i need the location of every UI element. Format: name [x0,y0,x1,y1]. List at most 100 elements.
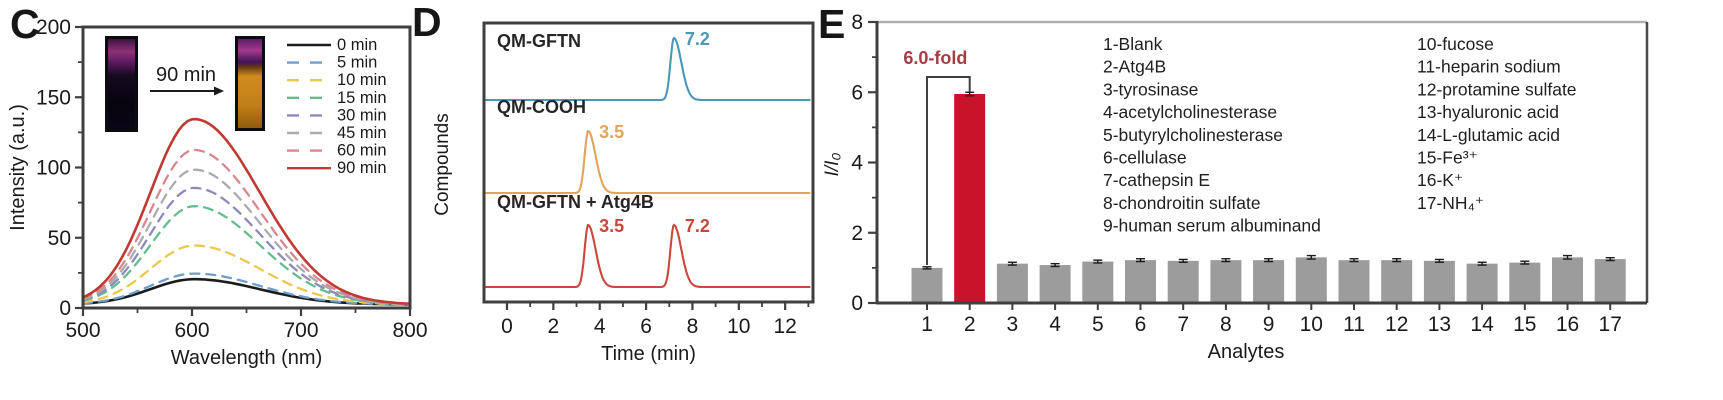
y-axis-label: Intensity (a.u.) [7,104,29,231]
x-tick-label: 11 [1343,313,1365,336]
series-15-min [81,205,412,306]
x-tick-label: 10 [1300,313,1323,336]
bar-9 [1253,260,1285,303]
cuvette-before [108,39,135,129]
x-tick-label: 7 [1177,313,1189,336]
x-tick-label: 8 [1220,313,1232,336]
bar-14 [1466,263,1498,303]
error-bar-7 [1178,258,1188,263]
legend-item-5-min: 5 min [287,54,377,72]
bar-16 [1552,257,1583,303]
panel-d-frame [482,21,815,304]
x-tick-label: 13 [1428,313,1451,336]
panel-d-plot: QM-GFTN 7.2 QM-COOH 3.5 QM-GFTN + Atg4B 3.5 7.… [432,21,815,365]
y-tick-label: 0 [59,297,71,320]
x-tick-label: 9 [1263,313,1275,336]
bar-4 [1039,265,1071,303]
inset-arrow-label: 90 min [156,64,216,86]
peak-label-qm-cooh-3-5: 3.5 [599,122,624,142]
peak-label-qm-gftn-atg4b-7-2: 7.2 [685,216,710,236]
x-tick-label: 12 [1385,313,1408,336]
analyte-legend-item-7: 7-cathepsin E [1103,170,1210,190]
bar-17 [1594,259,1626,303]
error-bar-4 [1050,262,1060,268]
analyte-legend-item-15: 15-Fe³⁺ [1417,148,1478,168]
y-tick-label: 8 [851,11,863,34]
x-tick-label: 14 [1470,313,1494,336]
bar-3 [996,263,1028,303]
error-bar-3 [1007,261,1017,266]
trace-qm-cooh [485,129,811,195]
y-axis-label: I/I₀ [822,153,843,177]
y-tick-label: 6 [851,81,863,104]
x-tick-label: 2 [964,313,976,336]
legend-label: 10 min [337,71,387,89]
legend-label: 90 min [337,159,387,177]
panel-label-e: E [818,1,846,47]
peak-label-qm-gftn-atg4b-3-5: 3.5 [599,216,624,236]
error-bar-14 [1477,261,1487,266]
series-5-min [81,272,412,306]
legend-label: 60 min [337,142,387,160]
inset-photo-group: 90 min [105,36,265,132]
legend-item-60-min: 60 min [287,142,387,160]
panel-e-plot: 1 2 3 4 5 6 7 8 9 10 11 12 13 14 15 16 1702468AnalytesI/… [822,11,1649,363]
bar-8 [1210,260,1242,303]
error-bar-1 [922,266,932,270]
trace-label-qm-gftn: QM-GFTN [497,31,581,51]
legend-item-90-min: 90 min [287,159,387,177]
analyte-legend-item-6: 6-cellulase [1103,148,1187,168]
x-tick-label: 6 [1135,313,1147,336]
error-bar-10 [1306,254,1316,260]
bar-15 [1509,262,1541,303]
y-tick-label: 2 [851,222,863,245]
x-tick-label: 0 [501,315,513,338]
error-bar-8 [1221,258,1231,263]
x-tick-label: 1 [921,313,933,336]
panel-c-plot: 0 50 100 150 200 500 600 700 800 Wavelength (nm) I… [7,16,428,369]
error-bar-9 [1264,258,1274,263]
trace-qm-gftn-atg4b [485,223,811,289]
x-tick-label: 500 [65,319,100,342]
analyte-legend-item-17: 17-NH₄⁺ [1417,193,1484,213]
error-bar-16 [1563,254,1572,260]
trace-label-qm-cooh: QM-COOH [497,97,586,117]
bar-5 [1082,261,1114,303]
error-bar-15 [1520,260,1530,265]
x-tick-label: 15 [1513,313,1536,336]
analyte-legend-item-3: 3-tyrosinase [1103,79,1198,99]
legend-label: 15 min [337,89,387,107]
analyte-legend-item-4: 4-acetylcholinesterase [1103,102,1277,122]
bar-1 [911,267,943,303]
x-axis-label: Wavelength (nm) [171,347,323,369]
x-tick-label: 600 [174,319,209,342]
arrow-head-icon [214,86,224,96]
error-bar-11 [1349,258,1359,263]
x-tick-label: 16 [1556,313,1579,336]
bar-2 [954,94,986,303]
legend-item-0-min: 0 min [287,36,377,54]
analyte-legend-item-16: 16-K⁺ [1417,170,1463,190]
analyte-legend-item-8: 8-chondroitin sulfate [1103,193,1261,213]
error-bar-12 [1392,258,1402,263]
x-tick-label: 8 [687,315,699,338]
analyte-legend-item-10: 10-fucose [1417,34,1494,54]
error-bar-13 [1434,258,1444,263]
y-tick-label: 50 [48,227,71,250]
series-90-min [81,117,412,305]
legend-label: 5 min [337,54,377,72]
panel-label-c: C [10,1,40,47]
y-tick-label: 4 [851,152,863,175]
series-10-min [81,244,412,306]
bar-12 [1381,260,1413,303]
y-axis-label: Compounds [432,113,453,215]
error-bar-6 [1136,258,1145,263]
x-tick-label: 4 [594,315,606,338]
x-tick-label: 12 [774,315,797,338]
analyte-legend-item-14: 14-L-glutamic acid [1417,125,1560,145]
x-tick-label: 10 [727,315,750,338]
cuvette-after [238,39,262,128]
bar-10 [1295,257,1327,303]
series-60-min [81,148,412,305]
